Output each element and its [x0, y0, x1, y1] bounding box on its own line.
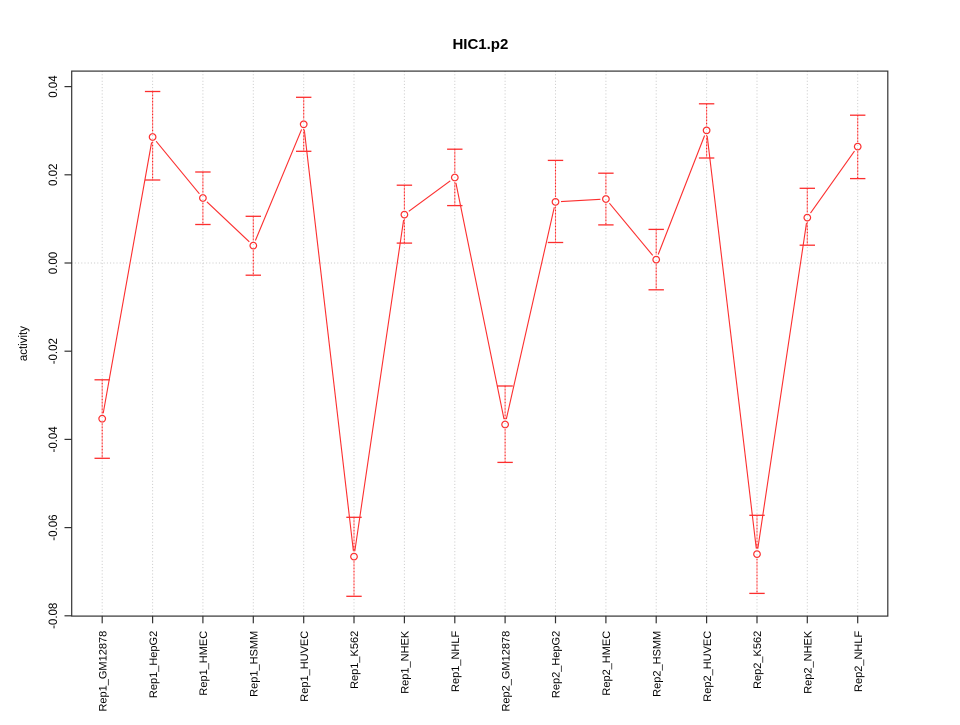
svg-text:Rep2_HUVEC: Rep2_HUVEC [702, 631, 714, 702]
svg-text:Rep2_HepG2: Rep2_HepG2 [551, 631, 563, 698]
svg-text:-0.02: -0.02 [48, 338, 60, 364]
svg-text:Rep1_NHEK: Rep1_NHEK [400, 630, 412, 694]
svg-text:Rep1_NHLF: Rep1_NHLF [450, 631, 462, 692]
svg-text:0.00: 0.00 [48, 252, 60, 274]
svg-text:Rep2_HMEC: Rep2_HMEC [601, 631, 613, 696]
svg-text:-0.04: -0.04 [48, 426, 60, 453]
svg-text:-0.06: -0.06 [48, 514, 60, 540]
svg-text:Rep1_HUVEC: Rep1_HUVEC [299, 631, 311, 702]
svg-text:0.02: 0.02 [48, 164, 60, 186]
svg-text:HIC1.p2: HIC1.p2 [452, 36, 508, 53]
svg-text:Rep1_HepG2: Rep1_HepG2 [148, 631, 160, 698]
svg-text:Rep1_HSMM: Rep1_HSMM [249, 631, 261, 697]
svg-text:-0.08: -0.08 [48, 603, 60, 629]
svg-text:Rep2_K562: Rep2_K562 [752, 631, 764, 689]
svg-text:Rep1_GM12878: Rep1_GM12878 [97, 631, 109, 712]
svg-text:Rep2_HSMM: Rep2_HSMM [651, 631, 663, 697]
svg-text:Rep2_NHEK: Rep2_NHEK [803, 630, 815, 694]
svg-text:Rep1_HMEC: Rep1_HMEC [198, 631, 210, 696]
svg-text:activity: activity [18, 326, 30, 361]
svg-text:Rep1_K562: Rep1_K562 [349, 631, 361, 689]
svg-text:0.04: 0.04 [48, 75, 60, 98]
svg-text:Rep2_GM12878: Rep2_GM12878 [500, 631, 512, 712]
svg-text:Rep2_NHLF: Rep2_NHLF [853, 631, 865, 692]
